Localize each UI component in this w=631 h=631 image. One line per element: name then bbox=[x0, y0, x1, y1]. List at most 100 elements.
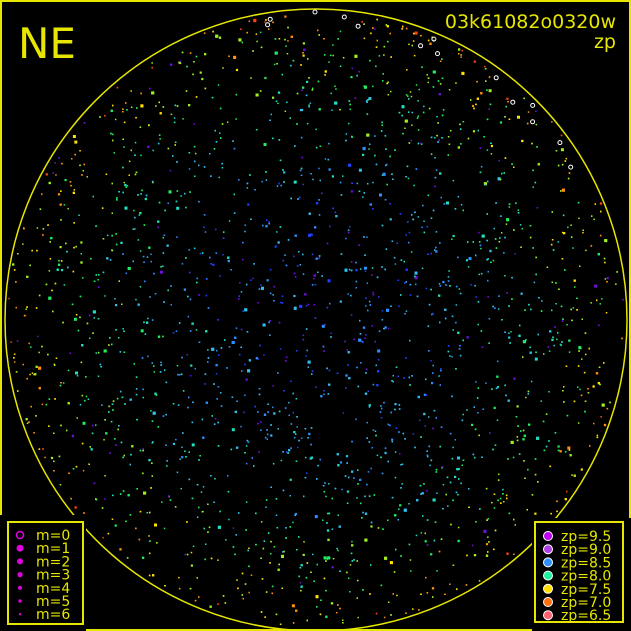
star-point bbox=[325, 615, 328, 618]
star-point bbox=[292, 411, 294, 414]
star-point bbox=[207, 357, 210, 359]
star-point bbox=[269, 562, 271, 564]
star-point bbox=[144, 197, 147, 201]
star-point bbox=[424, 425, 426, 427]
star-point bbox=[80, 361, 83, 364]
star-point bbox=[81, 344, 84, 347]
star-point bbox=[147, 145, 150, 148]
star-point bbox=[248, 547, 250, 549]
star-point bbox=[75, 314, 78, 316]
star-point bbox=[386, 163, 388, 166]
star-point bbox=[301, 89, 303, 91]
star-point bbox=[64, 179, 67, 182]
star-point bbox=[294, 306, 297, 309]
star-point bbox=[186, 521, 188, 523]
star-point bbox=[86, 176, 88, 178]
star-point bbox=[385, 24, 388, 26]
star-point bbox=[377, 527, 380, 529]
star-point bbox=[445, 284, 447, 286]
star-point bbox=[570, 308, 572, 311]
star-point bbox=[287, 239, 290, 241]
star-point bbox=[306, 562, 309, 564]
star-point bbox=[123, 146, 125, 148]
star-point bbox=[231, 428, 235, 432]
star-point bbox=[308, 233, 311, 237]
star-point bbox=[210, 475, 212, 477]
star-point bbox=[468, 506, 470, 508]
star-point bbox=[372, 293, 375, 296]
star-point bbox=[276, 527, 279, 529]
star-point bbox=[603, 423, 607, 427]
star-point bbox=[181, 356, 183, 359]
star-point bbox=[111, 403, 114, 405]
star-point bbox=[315, 128, 317, 131]
star-point bbox=[313, 274, 316, 277]
star-point bbox=[290, 423, 293, 425]
star-point bbox=[493, 548, 495, 551]
star-point bbox=[165, 381, 168, 384]
star-point bbox=[286, 101, 288, 103]
star-point bbox=[35, 415, 37, 417]
star-point bbox=[240, 328, 243, 331]
star-point bbox=[398, 111, 401, 114]
star-point bbox=[187, 295, 189, 298]
star-point bbox=[415, 534, 418, 537]
star-point bbox=[277, 372, 279, 374]
star-point bbox=[458, 48, 461, 51]
star-point bbox=[376, 276, 379, 279]
star-point bbox=[172, 403, 175, 405]
star-point bbox=[120, 441, 123, 444]
star-point bbox=[161, 501, 163, 503]
star-point bbox=[122, 111, 124, 113]
star-point bbox=[347, 293, 349, 295]
star-point bbox=[319, 179, 321, 182]
star-point bbox=[447, 154, 449, 156]
star-point bbox=[566, 324, 568, 326]
star-point bbox=[105, 173, 108, 175]
star-point bbox=[513, 377, 516, 380]
star-point bbox=[457, 256, 459, 259]
star-point bbox=[536, 146, 538, 148]
star-point bbox=[95, 352, 97, 354]
bright-star-marker bbox=[557, 140, 563, 146]
star-point bbox=[194, 599, 197, 602]
star-point bbox=[331, 497, 333, 500]
star-point bbox=[160, 364, 162, 366]
star-point bbox=[255, 129, 258, 131]
bright-star-marker bbox=[568, 164, 574, 170]
star-point bbox=[137, 194, 139, 196]
star-point bbox=[136, 418, 138, 421]
star-point bbox=[479, 171, 482, 174]
star-point bbox=[478, 273, 480, 276]
star-point bbox=[126, 557, 129, 559]
star-point bbox=[58, 157, 60, 159]
star-point bbox=[176, 206, 180, 210]
star-point bbox=[578, 346, 582, 350]
star-point bbox=[185, 257, 187, 259]
bright-star-marker bbox=[355, 23, 361, 29]
star-point bbox=[111, 518, 114, 520]
star-point bbox=[300, 585, 303, 588]
star-point bbox=[134, 154, 136, 156]
bright-star-marker bbox=[312, 9, 318, 15]
star-point bbox=[327, 279, 331, 283]
star-point bbox=[597, 253, 600, 256]
star-point bbox=[406, 165, 409, 168]
star-point bbox=[503, 252, 505, 254]
star-point bbox=[217, 603, 219, 605]
star-point bbox=[226, 367, 228, 369]
star-point bbox=[269, 320, 271, 322]
star-point bbox=[97, 318, 100, 320]
star-point bbox=[240, 346, 242, 348]
bright-star-marker bbox=[530, 102, 536, 108]
star-point bbox=[149, 87, 151, 90]
star-point bbox=[101, 507, 104, 509]
star-point bbox=[288, 401, 290, 404]
star-point bbox=[182, 390, 185, 392]
star-point bbox=[446, 476, 449, 479]
star-point bbox=[372, 27, 374, 29]
star-point bbox=[80, 261, 83, 264]
star-point bbox=[439, 445, 441, 448]
star-point bbox=[328, 369, 331, 372]
star-point bbox=[401, 27, 404, 29]
